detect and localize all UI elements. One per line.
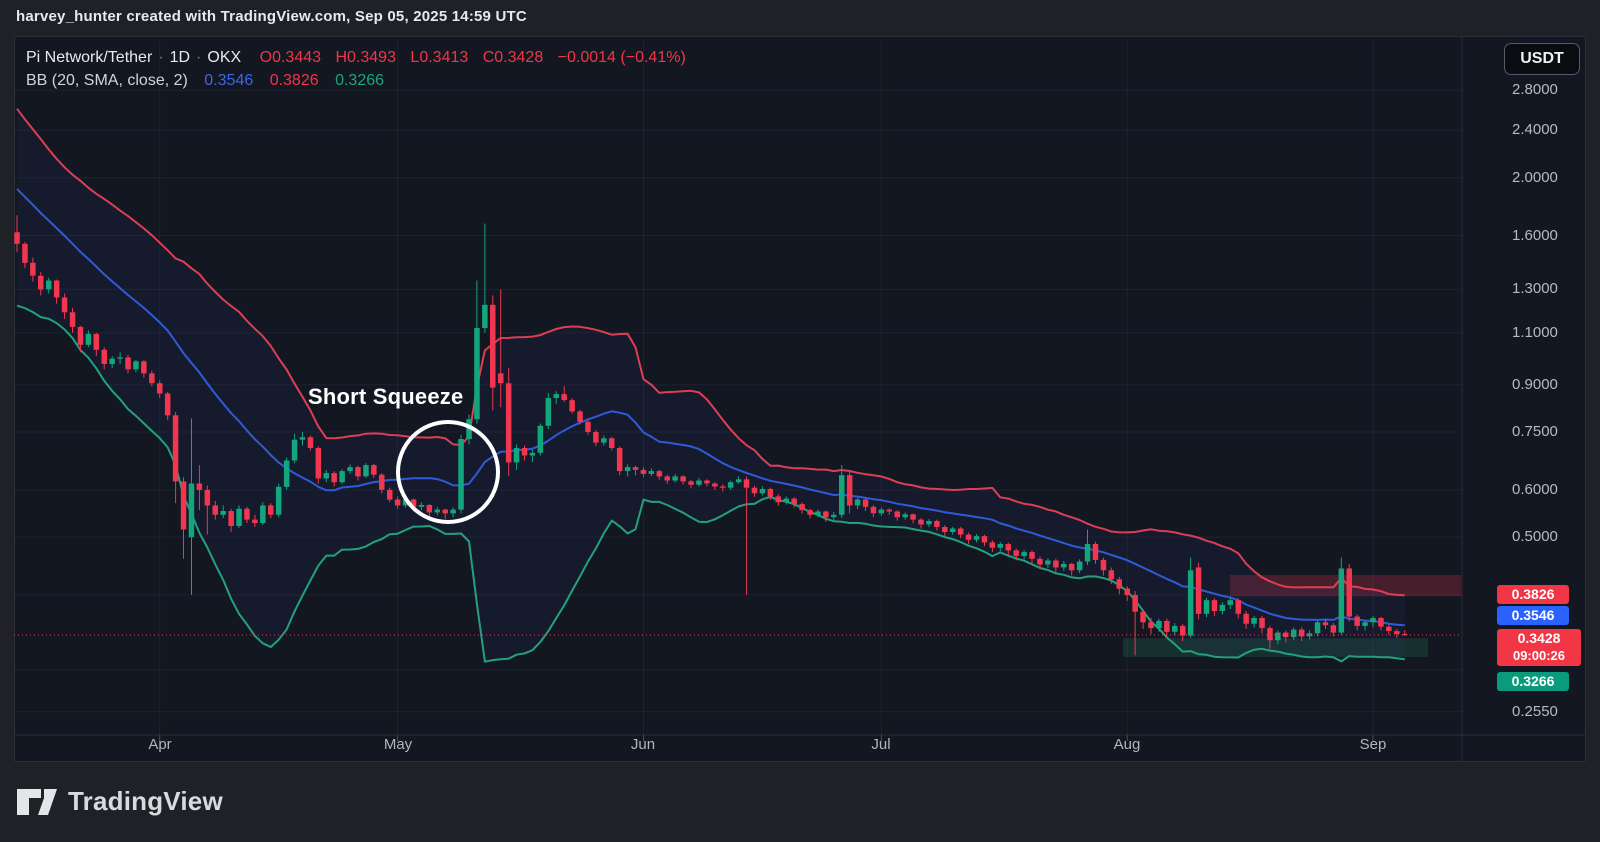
indicator-legend-row[interactable]: BB (20, SMA, close, 2) 0.3546 0.3826 0.3…: [26, 69, 696, 92]
bb-upper-band: [16, 108, 1405, 597]
price-zones: [1123, 575, 1461, 657]
candles: [14, 215, 1408, 656]
tradingview-mark-icon: [17, 788, 57, 815]
price-tick-label: 0.2550: [1512, 703, 1558, 720]
bb-upper-value: 0.3826: [269, 72, 319, 89]
bb-band-fill: [17, 108, 1405, 662]
open-value: O0.3443: [259, 49, 322, 66]
price-tick-label: 2.4000: [1512, 121, 1558, 138]
ohlc-values: O0.3443 H0.3493 L0.3413 C0.3428 −0.0014 …: [260, 49, 696, 66]
month-label: Apr: [148, 736, 172, 753]
bb-lower-value: 0.3266: [335, 72, 385, 89]
month-label: May: [383, 736, 413, 753]
attribution-text: harvey_hunter created with TradingView.c…: [16, 8, 527, 25]
indicator-price-badge: 0.3546: [1497, 606, 1569, 625]
month-label: Jun: [630, 736, 656, 753]
interval-label: 1D: [169, 49, 191, 66]
price-tick-label: 2.8000: [1512, 81, 1558, 98]
change-value: −0.0014 (−0.41%): [557, 49, 686, 66]
symbol-row[interactable]: Pi Network/Tether · 1D · OKX O0.3443 H0.3493…: [26, 46, 696, 69]
indicator-price-badge: 0.3266: [1497, 672, 1569, 691]
bb-basis-line: [16, 188, 1405, 627]
low-value: L0.3413: [410, 49, 469, 66]
grid-lines: [14, 38, 1462, 735]
high-value: H0.3493: [335, 49, 396, 66]
indicator-price-badge: 0.3826: [1497, 585, 1569, 604]
resistance-zone: [1230, 575, 1461, 597]
bb-lower-band: [16, 304, 1405, 663]
currency-toggle-button[interactable]: USDT: [1504, 43, 1580, 75]
support-zone: [1123, 638, 1428, 657]
indicator-name[interactable]: BB (20, SMA, close, 2): [26, 72, 188, 89]
price-tick-label: 0.6000: [1512, 481, 1558, 498]
price-tick-label: 0.5000: [1512, 528, 1558, 545]
chart-legend: Pi Network/Tether · 1D · OKX O0.3443 H0.3493…: [26, 46, 696, 92]
month-label: Aug: [1113, 736, 1141, 753]
month-label: Sep: [1359, 736, 1387, 753]
legend-separator2: ·: [196, 49, 202, 66]
close-value: C0.3428: [482, 49, 544, 66]
last-price-badge: 0.3428 09:00:26: [1497, 629, 1581, 666]
price-tick-label: 1.3000: [1512, 280, 1558, 297]
tradingview-logo[interactable]: TradingView: [16, 786, 223, 817]
exchange-label: OKX: [207, 49, 242, 66]
price-tick-label: 0.9000: [1512, 376, 1558, 393]
short-squeeze-annotation[interactable]: Short Squeeze: [308, 384, 464, 409]
symbol-name[interactable]: Pi Network/Tether: [26, 49, 153, 66]
legend-separator: ·: [158, 49, 164, 66]
short-squeeze-circle[interactable]: [396, 420, 500, 524]
price-tick-label: 1.1000: [1512, 324, 1558, 341]
month-label: Jul: [871, 736, 891, 753]
bb-basis-value: 0.3546: [204, 72, 254, 89]
price-tick-label: 0.7500: [1512, 423, 1558, 440]
price-tick-label: 2.0000: [1512, 169, 1558, 186]
tradingview-logo-text: TradingView: [68, 786, 223, 816]
price-tick-label: 1.6000: [1512, 227, 1558, 244]
